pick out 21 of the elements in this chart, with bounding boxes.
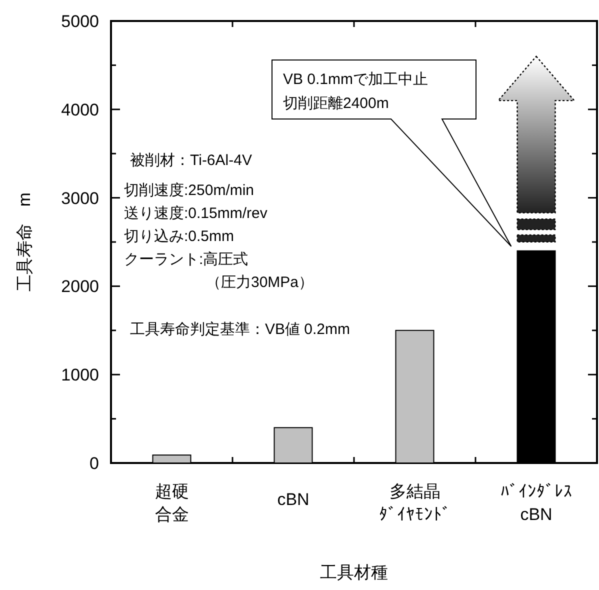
x-tick-label: ﾊﾞｲﾝﾀﾞﾚｽcBN (500, 482, 572, 524)
annotation: 被削材：Ti-6Al-4V (130, 152, 252, 169)
annotation: 切削距離2400m (283, 95, 389, 112)
annotation: クーラント:高圧式 (124, 251, 248, 268)
x-tick-label: cBN (277, 490, 310, 509)
x-tick-label: 多結晶ﾀﾞｲﾔﾓﾝﾄﾞ (378, 482, 451, 524)
y-tick-label: 3000 (61, 188, 99, 208)
y-tick-label: 4000 (61, 100, 99, 120)
x-tick-label: 超硬合金 (154, 482, 189, 524)
y-axis-title: 工具寿命 m (15, 192, 34, 292)
annotation: （圧力30MPa） (206, 274, 314, 291)
annotation: 切削速度:250m/min (124, 182, 254, 199)
y-tick-label: 5000 (61, 12, 99, 31)
y-tick-label: 0 (90, 454, 99, 473)
x-axis-title: 工具材種 (320, 563, 388, 582)
y-tick-label: 1000 (61, 366, 99, 385)
annotation: VB 0.1mmで加工中止 (283, 71, 428, 88)
annotation: 工具寿命判定基準：VB値 0.2mm (130, 321, 350, 338)
annotation: 送り速度:0.15mm/rev (124, 205, 268, 222)
annotation: 切り込み:0.5mm (124, 228, 234, 245)
y-tick-label: 2000 (61, 277, 99, 296)
